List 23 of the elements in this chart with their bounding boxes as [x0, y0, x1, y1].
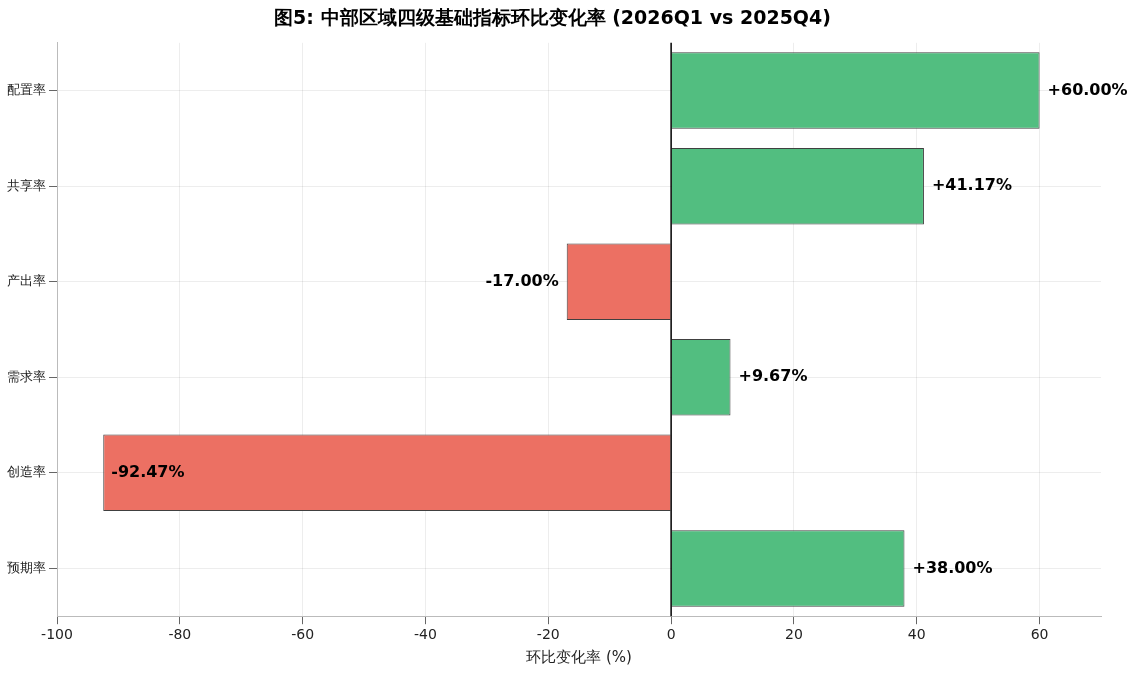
y-tick-label: 配置率 — [7, 81, 46, 97]
x-tick-label: 40 — [907, 626, 926, 643]
y-tick-label: 预期率 — [7, 559, 46, 575]
y-tick-label: 产出率 — [7, 273, 46, 289]
x-tick-label: -20 — [536, 626, 560, 643]
x-tick-label: -100 — [41, 626, 73, 643]
x-axis-title: 环比变化率 (%) — [526, 647, 632, 666]
x-tick-label: -60 — [291, 626, 315, 643]
y-tick-label: 创造率 — [7, 464, 46, 480]
data-label: -17.00% — [485, 270, 559, 290]
data-label: -92.47% — [111, 462, 185, 482]
data-label: +9.67% — [738, 366, 808, 386]
x-tick-label: 60 — [1030, 626, 1049, 643]
x-tick-label: -40 — [414, 626, 437, 643]
chart-title: 图5: 中部区域四级基础指标环比变化率 (2026Q1 vs 2025Q4) — [274, 6, 831, 29]
x-tick-label: 0 — [666, 626, 676, 643]
data-label: +38.00% — [912, 557, 993, 577]
x-tick-label: 20 — [785, 626, 803, 643]
y-tick-label: 需求率 — [7, 368, 46, 384]
data-label: +41.17% — [931, 175, 1012, 195]
y-tick-label: 共享率 — [7, 177, 46, 193]
x-tick-label: -80 — [168, 626, 192, 643]
data-label: +60.00% — [1047, 79, 1128, 99]
